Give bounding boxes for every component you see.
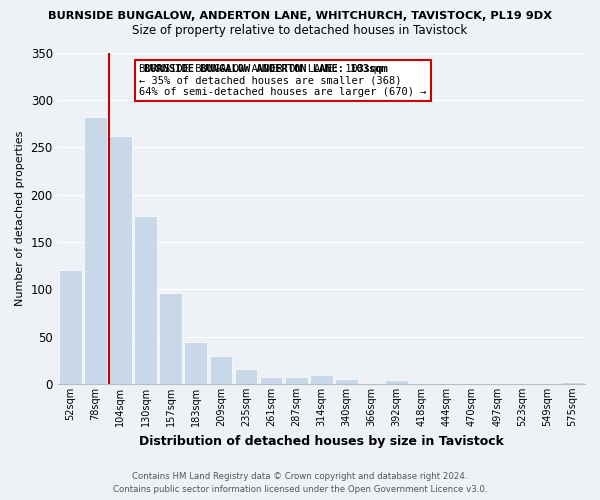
Bar <box>59 270 82 384</box>
Bar <box>360 383 383 384</box>
Text: Size of property relative to detached houses in Tavistock: Size of property relative to detached ho… <box>133 24 467 37</box>
Bar <box>410 383 433 384</box>
Bar <box>260 378 283 384</box>
Bar <box>335 379 358 384</box>
Bar <box>385 380 408 384</box>
Bar <box>160 293 182 384</box>
Bar <box>184 342 207 384</box>
Bar <box>436 383 458 384</box>
Bar <box>561 382 584 384</box>
Text: BURNSIDE BUNGALOW, ANDERTON LANE, WHITCHURCH, TAVISTOCK, PL19 9DX: BURNSIDE BUNGALOW, ANDERTON LANE, WHITCH… <box>48 11 552 21</box>
Bar <box>209 356 232 384</box>
Bar <box>84 117 107 384</box>
Bar <box>235 368 257 384</box>
Bar <box>511 383 533 384</box>
Bar <box>285 378 308 384</box>
Bar <box>134 216 157 384</box>
Bar <box>109 136 132 384</box>
Text: BURNSIDE BUNGALOW ANDERTON LANE: 103sqm
← 35% of detached houses are smaller (36: BURNSIDE BUNGALOW ANDERTON LANE: 103sqm … <box>139 64 427 98</box>
Text: Contains HM Land Registry data © Crown copyright and database right 2024.
Contai: Contains HM Land Registry data © Crown c… <box>113 472 487 494</box>
Bar <box>310 376 332 384</box>
Y-axis label: Number of detached properties: Number of detached properties <box>15 130 25 306</box>
Text: BURNSIDE BUNGALOW ANDERTON LANE: 103sqm: BURNSIDE BUNGALOW ANDERTON LANE: 103sqm <box>143 64 388 74</box>
X-axis label: Distribution of detached houses by size in Tavistock: Distribution of detached houses by size … <box>139 434 504 448</box>
